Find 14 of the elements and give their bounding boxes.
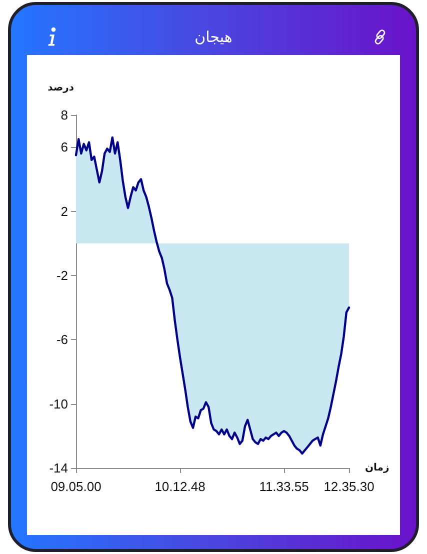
y-axis-title: درصد	[48, 82, 74, 94]
y-tick-label: 2	[60, 204, 68, 219]
x-tick-label: 12.35.30	[324, 479, 374, 494]
x-tick-label: 09.05.00	[50, 479, 102, 494]
y-tick-label: 8	[60, 108, 68, 122]
x-tick-label: 10.12.48	[154, 479, 206, 494]
y-tick-label: -2	[56, 268, 68, 283]
x-axis-title: زمان	[365, 462, 390, 474]
y-tick-label: -10	[49, 396, 68, 412]
y-tick-label: -6	[56, 332, 68, 348]
chart-title: هیجان	[194, 27, 234, 48]
y-tick-label: 6	[60, 140, 68, 155]
y-tick-label: -14	[49, 460, 68, 476]
x-tick-label: 11.33.55	[259, 479, 309, 494]
